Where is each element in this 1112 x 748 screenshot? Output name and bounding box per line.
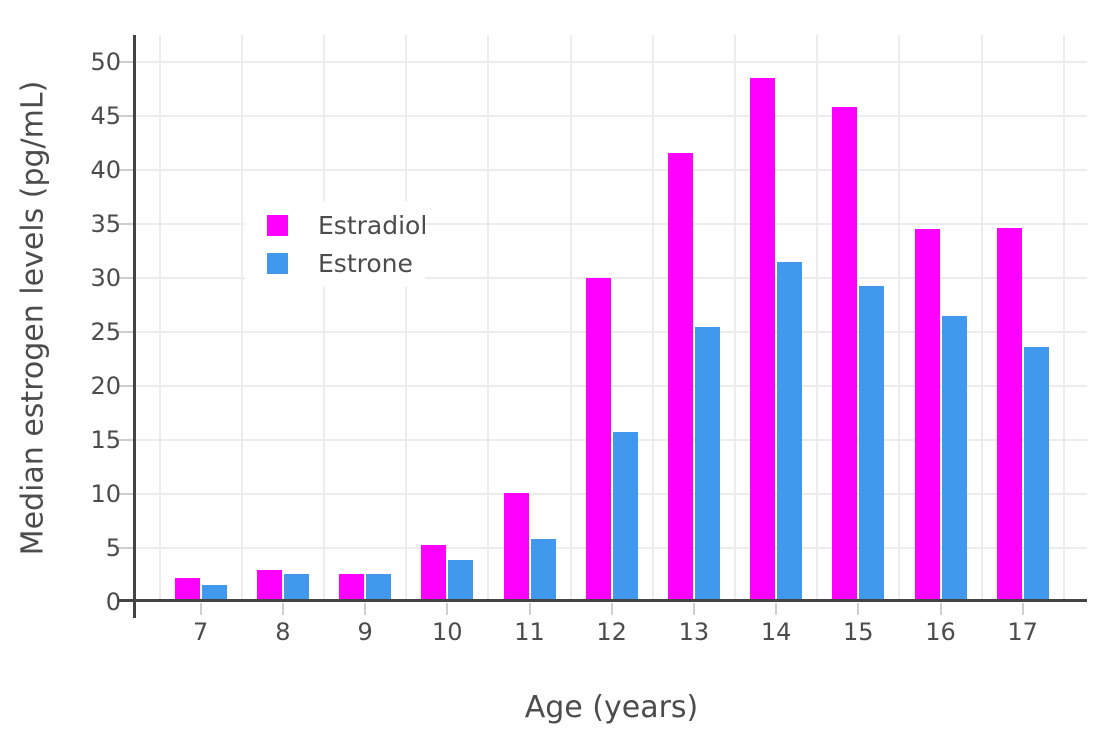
- horizontal-gridline: [136, 223, 1087, 225]
- y-axis-tick: [118, 493, 133, 495]
- legend-entry-estradiol: Estradiol: [267, 210, 428, 240]
- x-axis-tick: [446, 603, 449, 615]
- vertical-gridline: [323, 35, 325, 602]
- y-axis-tick: [118, 331, 133, 333]
- bar-estradiol-age-11: [503, 492, 529, 602]
- x-axis-tick: [199, 603, 202, 615]
- plot-area: Estradiol Estrone 0 5 10 15 20 25 30 35 40 45 50 7 8…: [90, 35, 1087, 646]
- bar-estrone-age-14: [777, 261, 803, 602]
- bar-estradiol-age-13: [667, 152, 693, 602]
- x-tick-label: 12: [596, 618, 627, 646]
- bar-estrone-age-15: [859, 285, 885, 602]
- y-tick-label: 45: [90, 102, 121, 130]
- x-tick-label: 11: [514, 618, 545, 646]
- y-tick-label: 0: [105, 588, 121, 616]
- vertical-gridline: [158, 35, 161, 602]
- bar-estradiol-age-16: [914, 229, 940, 602]
- bar-estradiol-age-12: [585, 278, 611, 602]
- bar-estradiol-age-8: [256, 569, 282, 602]
- x-axis-line: [118, 599, 1087, 602]
- vertical-gridline: [240, 35, 243, 602]
- x-axis-tick: [939, 603, 942, 615]
- bar-estrone-age-12: [612, 432, 638, 602]
- bar-estrone-age-13: [694, 326, 720, 602]
- vertical-gridline: [898, 35, 901, 602]
- y-tick-label: 10: [90, 480, 121, 508]
- x-tick-label: 14: [760, 618, 792, 646]
- legend-label: Estradiol: [318, 210, 428, 240]
- y-tick-label: 15: [90, 426, 121, 454]
- horizontal-gridline: [136, 547, 1087, 549]
- bar-estradiol-age-15: [832, 107, 858, 602]
- x-tick-label: 8: [275, 618, 291, 646]
- vertical-gridline: [980, 35, 983, 602]
- x-axis-tick: [1021, 603, 1024, 615]
- bar-estradiol-age-10: [421, 544, 447, 602]
- horizontal-gridline: [136, 493, 1087, 495]
- horizontal-gridline: [136, 169, 1087, 171]
- bar-estradiol-age-7: [174, 578, 200, 602]
- vertical-gridline: [1062, 35, 1065, 602]
- vertical-gridline: [816, 35, 819, 602]
- bar-estrone-age-9: [366, 573, 392, 602]
- horizontal-gridline: [136, 439, 1087, 441]
- vertical-gridline: [734, 35, 736, 602]
- bar-estrone-age-17: [1023, 347, 1049, 602]
- x-axis-tick: [775, 603, 778, 615]
- horizontal-gridline: [136, 115, 1087, 117]
- y-axis-tick: [118, 61, 133, 63]
- x-tick-label: 17: [1007, 618, 1038, 646]
- legend-label: Estrone: [318, 248, 413, 278]
- y-tick-label: 50: [90, 48, 121, 76]
- y-axis-tick: [118, 115, 133, 117]
- y-tick-label: 30: [90, 264, 121, 292]
- x-tick-label: 16: [925, 618, 956, 646]
- legend-entry-estrone: Estrone: [267, 248, 413, 278]
- horizontal-gridline: [136, 277, 1087, 279]
- x-tick-label: 7: [193, 618, 209, 646]
- y-axis-tick: [118, 439, 133, 441]
- y-axis-tick: [118, 547, 133, 549]
- bar-estrone-age-11: [530, 539, 556, 602]
- x-axis-tick: [528, 603, 531, 615]
- x-tick-label: 13: [678, 618, 710, 646]
- vertical-gridline: [487, 35, 490, 602]
- y-tick-label: 25: [90, 318, 121, 346]
- y-axis-tick: [118, 223, 133, 225]
- x-axis-tick: [364, 603, 367, 615]
- bar-estrone-age-8: [283, 573, 309, 602]
- bar-estradiol-age-9: [339, 573, 365, 602]
- estradiol-swatch-icon: [267, 214, 288, 236]
- vertical-gridline: [569, 35, 572, 602]
- y-axis-title: Median estrogen levels (pg/mL): [15, 80, 51, 556]
- bar-estrone-age-16: [941, 315, 967, 602]
- bar-estrone-age-7: [201, 584, 227, 602]
- y-tick-label: 40: [90, 156, 121, 184]
- estrone-swatch-icon: [267, 252, 288, 274]
- horizontal-gridline: [136, 61, 1087, 63]
- x-tick-label: 9: [357, 618, 373, 646]
- y-axis-tick: [118, 385, 133, 387]
- y-tick-label: 35: [90, 210, 121, 238]
- x-tick-label: 15: [843, 618, 874, 646]
- x-axis-tick: [610, 603, 613, 615]
- y-axis-tick: [118, 277, 133, 279]
- vertical-gridline: [405, 35, 408, 602]
- y-axis-tick: [118, 169, 133, 171]
- horizontal-gridline: [136, 331, 1087, 333]
- y-tick-label: 20: [90, 372, 121, 400]
- x-axis-tick: [857, 603, 860, 615]
- x-tick-label: 10: [432, 618, 463, 646]
- y-tick-label: 5: [105, 534, 121, 562]
- vertical-gridline: [651, 35, 654, 602]
- bar-estrone-age-10: [448, 559, 474, 602]
- x-axis-title: Age (years): [524, 690, 699, 725]
- bar-estradiol-age-14: [750, 78, 776, 602]
- x-axis-tick: [281, 603, 284, 615]
- x-axis-tick: [692, 603, 695, 615]
- bar-estradiol-age-17: [996, 228, 1022, 602]
- y-axis-line: [133, 35, 136, 618]
- horizontal-gridline: [136, 385, 1087, 387]
